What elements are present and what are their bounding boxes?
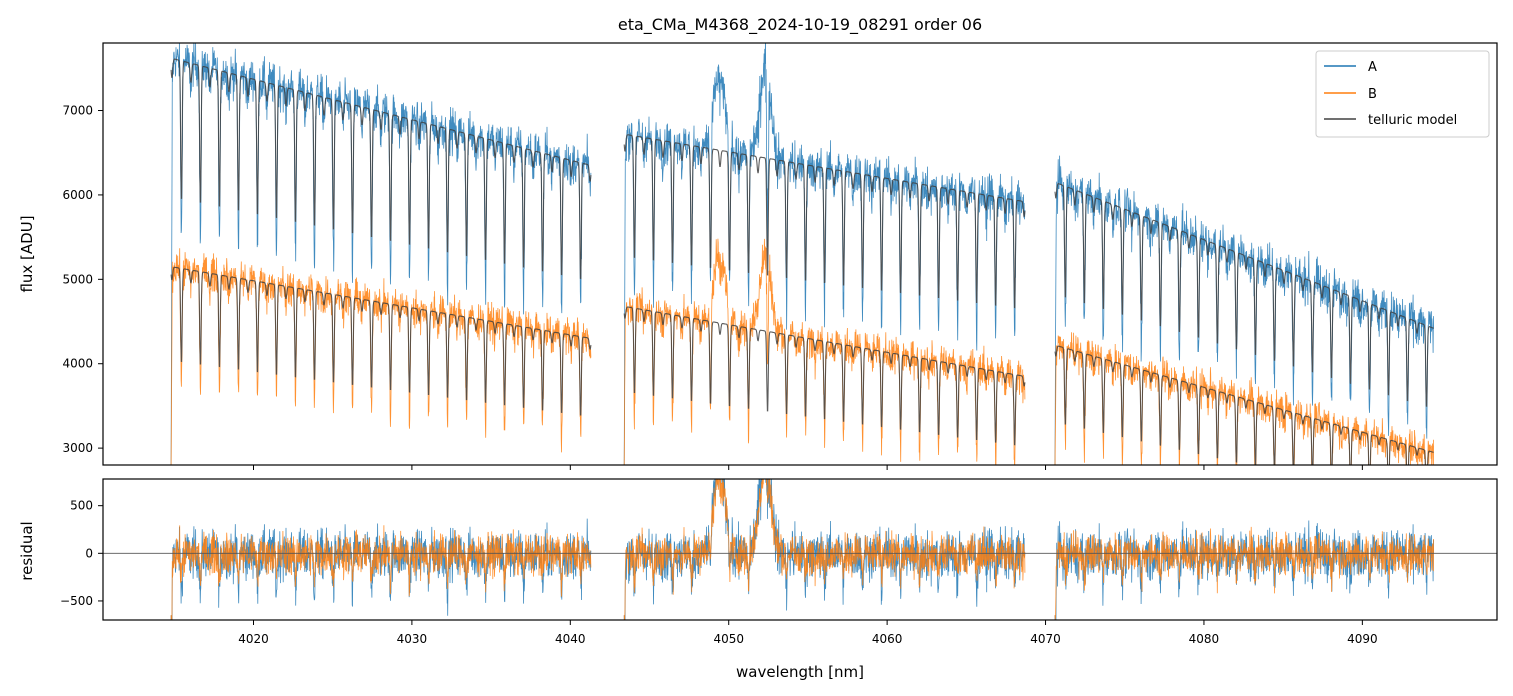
main-series-group <box>170 43 1434 465</box>
legend: A B telluric model <box>1315 50 1490 138</box>
residual-y-tick-label--500: −500 <box>60 594 93 608</box>
main-y-tick-label-7000: 7000 <box>62 104 93 118</box>
residual-series-group <box>103 479 1497 620</box>
telluric-model-a-segment-3 <box>1054 183 1434 407</box>
telluric-model-b-segment-2 <box>623 306 1026 446</box>
x-tick-label-4030: 4030 <box>397 632 428 646</box>
main-y-tick-label-5000: 5000 <box>62 272 93 286</box>
residual-y-axis-label: residual <box>18 521 36 580</box>
residual-panel: −500 0 500 4020 4030 4040 4050 4060 4070 4080 4090… <box>18 478 1498 681</box>
main-y-axis-label: flux [ADU] <box>18 215 36 292</box>
x-tick-label-4070: 4070 <box>1030 632 1061 646</box>
main-ticks: 3000 4000 5000 6000 7000 <box>62 104 1363 470</box>
main-y-tick-label-4000: 4000 <box>62 357 93 371</box>
main-panel: eta_CMa_M4368_2024-10-19_08291 order 06 … <box>18 15 1498 470</box>
x-axis-label: wavelength [nm] <box>736 663 864 681</box>
residual-y-tick-label-500: 500 <box>70 499 93 513</box>
residual-b-segment-3 <box>1054 526 1434 620</box>
residual-a-segment-1 <box>170 518 592 620</box>
main-axes-frame <box>102 42 1498 466</box>
telluric-model-b-segment-3 <box>1054 345 1434 465</box>
main-y-tick-label-6000: 6000 <box>62 188 93 202</box>
residual-a-segment-3 <box>1054 520 1434 620</box>
x-tick-label-4040: 4040 <box>555 632 586 646</box>
telluric-model-a-segment-2 <box>623 134 1026 309</box>
chart-title: eta_CMa_M4368_2024-10-19_08291 order 06 <box>618 15 982 35</box>
residual-axes-frame <box>102 478 1498 621</box>
residual-b-segment-2 <box>623 479 1026 620</box>
x-tick-label-4020: 4020 <box>238 632 269 646</box>
legend-label-model: telluric model <box>1368 113 1457 128</box>
x-tick-label-4060: 4060 <box>872 632 903 646</box>
x-tick-label-4080: 4080 <box>1189 632 1220 646</box>
residual-b-segment-1 <box>170 525 592 620</box>
main-y-tick-label-3000: 3000 <box>62 441 93 455</box>
legend-frame <box>1315 50 1490 138</box>
x-tick-label-4050: 4050 <box>713 632 744 646</box>
x-tick-label-4090: 4090 <box>1347 632 1378 646</box>
spectrum-a-segment-3 <box>1054 155 1434 465</box>
residual-ticks: −500 0 500 4020 4030 4040 4050 4060 4070 4080 4090 <box>60 499 1378 646</box>
telluric-model-a-segment-1 <box>170 58 592 280</box>
spectrum-b-segment-3 <box>1054 332 1434 465</box>
legend-label-a: A <box>1368 60 1377 75</box>
residual-y-tick-label-0: 0 <box>85 546 93 560</box>
legend-label-b: B <box>1368 87 1377 102</box>
spectrum-b-segment-1 <box>170 248 592 465</box>
spectrum-a-segment-1 <box>170 43 592 465</box>
telluric-model-b-segment-1 <box>170 266 592 416</box>
